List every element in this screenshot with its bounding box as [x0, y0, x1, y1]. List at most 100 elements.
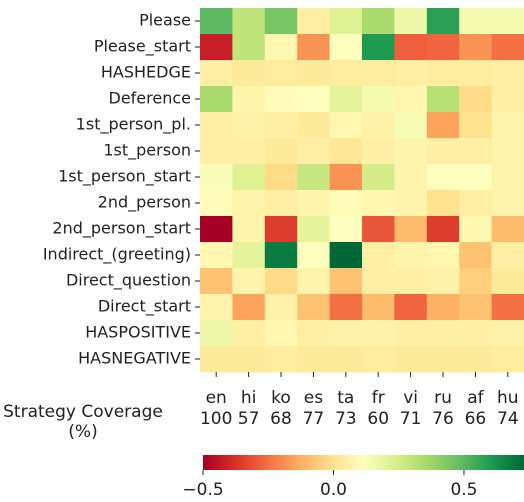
heat-cell [264, 112, 298, 139]
coverage-value: 68 [270, 409, 292, 429]
coverage-value: 77 [303, 409, 325, 429]
heat-cell [200, 242, 233, 269]
x-tick-label: af [467, 388, 484, 408]
heat-cell [200, 190, 233, 217]
colorbar [203, 455, 524, 470]
heat-cell [232, 86, 266, 113]
heat-cell [297, 216, 331, 243]
heat-cell [394, 164, 428, 191]
heat-cell [200, 34, 233, 61]
heat-cell [362, 268, 395, 295]
y-tick-label: Deference [109, 89, 192, 108]
heat-cell [426, 268, 460, 295]
heat-cell [362, 112, 395, 139]
heat-cell [362, 216, 395, 243]
heat-cell [232, 320, 266, 347]
heat-cell [329, 112, 363, 139]
y-tick-label: HASHEDGE [101, 63, 191, 82]
heat-cell [394, 242, 428, 269]
heat-cell [329, 268, 363, 295]
heat-cell [491, 346, 524, 373]
heat-cell [426, 190, 460, 217]
heat-cell [394, 8, 428, 35]
heat-cell [329, 216, 363, 243]
heat-cell [394, 60, 428, 87]
heat-cell [394, 216, 428, 243]
heat-cell [362, 86, 395, 113]
heat-cell [232, 346, 266, 373]
heat-cell [491, 242, 524, 269]
heat-cell [362, 138, 395, 165]
x-tick-label: hu [497, 388, 519, 408]
heat-cell [362, 164, 395, 191]
heat-cell [200, 216, 233, 243]
heat-cell [297, 294, 331, 321]
heat-cell [232, 294, 266, 321]
heat-cell [297, 164, 331, 191]
heat-cell [297, 112, 331, 139]
heat-cell [362, 190, 395, 217]
heat-cell [362, 346, 395, 373]
heat-cell [232, 164, 266, 191]
heat-cell [329, 86, 363, 113]
heat-cell [459, 60, 493, 87]
coverage-value: 66 [465, 409, 487, 429]
heat-cell [329, 34, 363, 61]
x-tick-label: hi [241, 388, 257, 408]
heat-cell [426, 112, 460, 139]
heat-cell [459, 216, 493, 243]
y-tick-label: 1st_person_start [58, 167, 191, 187]
heat-cell [459, 242, 493, 269]
heat-cell [264, 164, 298, 191]
heat-cell [491, 86, 524, 113]
heat-cell [362, 34, 395, 61]
heat-cell [264, 346, 298, 373]
heat-cell [297, 190, 331, 217]
y-tick-label: 1st_person [103, 141, 191, 161]
y-tick-label: Please_start [94, 37, 191, 57]
heat-cell [491, 164, 524, 191]
heat-cell [426, 138, 460, 165]
heat-cell [264, 268, 298, 295]
heat-cell [459, 112, 493, 139]
heat-cell [459, 346, 493, 373]
colorbar-tick-label: 0.5 [450, 480, 477, 500]
heat-cell [459, 268, 493, 295]
heat-cell [297, 60, 331, 87]
y-tick-label: HASNEGATIVE [78, 349, 191, 368]
heat-cell [329, 346, 363, 373]
x-tick-label: vi [403, 388, 418, 408]
heat-cell [394, 294, 428, 321]
heat-cell [362, 8, 395, 35]
heat-cell [426, 60, 460, 87]
heat-cell [362, 294, 395, 321]
coverage-value: 100 [200, 409, 232, 429]
x-tick-label: en [206, 388, 227, 408]
heat-cell [329, 320, 363, 347]
y-tick-label: 2nd_person_start [52, 219, 191, 239]
x-tick-label: es [304, 388, 323, 408]
y-tick-label: Please [139, 11, 191, 30]
heat-cell [426, 346, 460, 373]
heat-cell [329, 190, 363, 217]
heat-cell [200, 8, 233, 35]
heat-cell [200, 268, 233, 295]
heat-cell [426, 294, 460, 321]
coverage-value: 74 [497, 409, 519, 429]
heat-cell [394, 112, 428, 139]
x-tick-label: ko [271, 388, 291, 408]
heat-cell [329, 164, 363, 191]
heat-cell [232, 112, 266, 139]
heat-cell [264, 320, 298, 347]
heat-cell [232, 190, 266, 217]
heat-cell [200, 112, 233, 139]
coverage-value: 73 [335, 409, 357, 429]
heat-cell [329, 60, 363, 87]
y-tick-label: Direct_question [66, 271, 191, 291]
heat-cell [264, 86, 298, 113]
heat-cell [394, 268, 428, 295]
heat-cell [232, 34, 266, 61]
heat-cell [200, 60, 233, 87]
heat-cell [264, 138, 298, 165]
heat-cell [200, 138, 233, 165]
